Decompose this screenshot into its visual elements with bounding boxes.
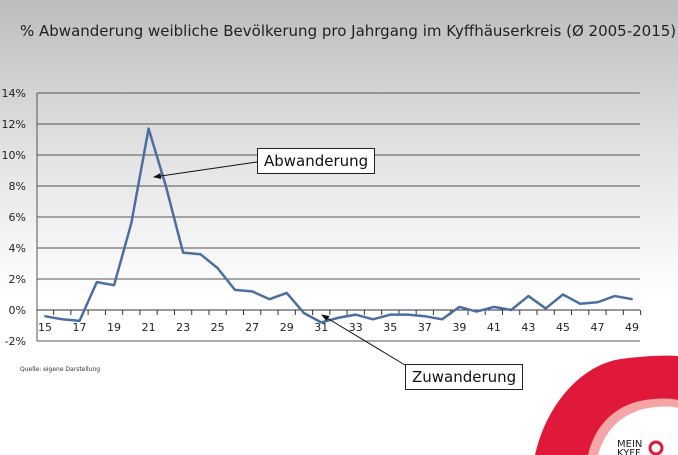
- annotation-zuwanderung: Zuwanderung: [405, 364, 524, 390]
- data-point: [233, 288, 236, 291]
- data-point: [130, 222, 133, 225]
- data-point: [441, 318, 444, 321]
- data-point: [44, 315, 46, 318]
- data-point: [354, 313, 357, 316]
- abwanderung-arrow: [153, 161, 258, 179]
- data-point: [561, 293, 564, 296]
- data-point: [579, 302, 582, 305]
- x-tick-label: 23: [176, 321, 190, 334]
- x-tick-label: 43: [521, 321, 535, 334]
- y-tick-label: 8%: [9, 180, 26, 193]
- data-point: [510, 309, 513, 311]
- data-point: [199, 253, 202, 256]
- data-point: [527, 295, 530, 298]
- x-tick-label: 27: [245, 321, 259, 334]
- data-point: [423, 315, 426, 318]
- x-tick-label: 45: [556, 321, 570, 334]
- x-tick-label: 21: [142, 321, 156, 334]
- x-tick-label: 39: [452, 321, 466, 334]
- data-point: [113, 284, 116, 287]
- data-point: [182, 251, 185, 254]
- data-point: [320, 321, 323, 324]
- data-point: [458, 305, 461, 308]
- x-tick-label: 31: [314, 321, 328, 334]
- y-tick-label: 14%: [2, 87, 26, 100]
- y-tick-label: 2%: [9, 273, 26, 286]
- y-tick-label: 10%: [2, 149, 26, 162]
- y-tick-label: 0%: [9, 304, 26, 317]
- data-point: [147, 127, 150, 130]
- annotation-abwanderung: Abwanderung: [257, 148, 376, 174]
- x-tick-label: 25: [211, 321, 225, 334]
- x-tick-label: 35: [383, 321, 397, 334]
- y-tick-label: 12%: [2, 118, 26, 131]
- x-tick-label: 29: [280, 321, 294, 334]
- logo: [535, 355, 678, 455]
- x-tick-label: 41: [487, 321, 501, 334]
- chart-title: % Abwanderung weibliche Bevölkerung pro …: [20, 22, 677, 40]
- x-tick-label: 19: [107, 321, 121, 334]
- data-point: [78, 319, 81, 322]
- data-point: [544, 307, 547, 310]
- data-point: [475, 310, 478, 313]
- y-tick-label: 6%: [9, 211, 26, 224]
- source-note: Quelle: eigene Darstellung: [20, 366, 101, 373]
- x-tick-label: 37: [418, 321, 432, 334]
- data-point: [164, 185, 167, 187]
- x-tick-label: 47: [590, 321, 604, 334]
- data-point: [596, 301, 599, 304]
- data-point: [631, 298, 633, 301]
- data-point: [216, 267, 219, 270]
- x-tick-label: 17: [73, 321, 87, 334]
- data-point: [285, 291, 288, 294]
- data-point: [406, 313, 409, 316]
- y-tick-label: -2%: [5, 335, 26, 348]
- x-tick-label: 33: [349, 321, 363, 334]
- data-point: [268, 298, 271, 301]
- x-tick-label: 15: [38, 321, 52, 334]
- zuwanderung-arrow: [321, 314, 406, 366]
- data-point: [492, 305, 495, 308]
- data-point: [613, 295, 616, 298]
- data-point: [95, 281, 98, 284]
- y-tick-label: 4%: [9, 242, 26, 255]
- data-point: [372, 318, 375, 321]
- data-point: [61, 318, 64, 321]
- logo-text: MEIN KYFF: [617, 440, 643, 455]
- data-point: [389, 313, 392, 316]
- data-point: [251, 290, 254, 293]
- data-point: [337, 316, 340, 319]
- x-tick-label: 49: [625, 321, 639, 334]
- data-point: [302, 312, 305, 315]
